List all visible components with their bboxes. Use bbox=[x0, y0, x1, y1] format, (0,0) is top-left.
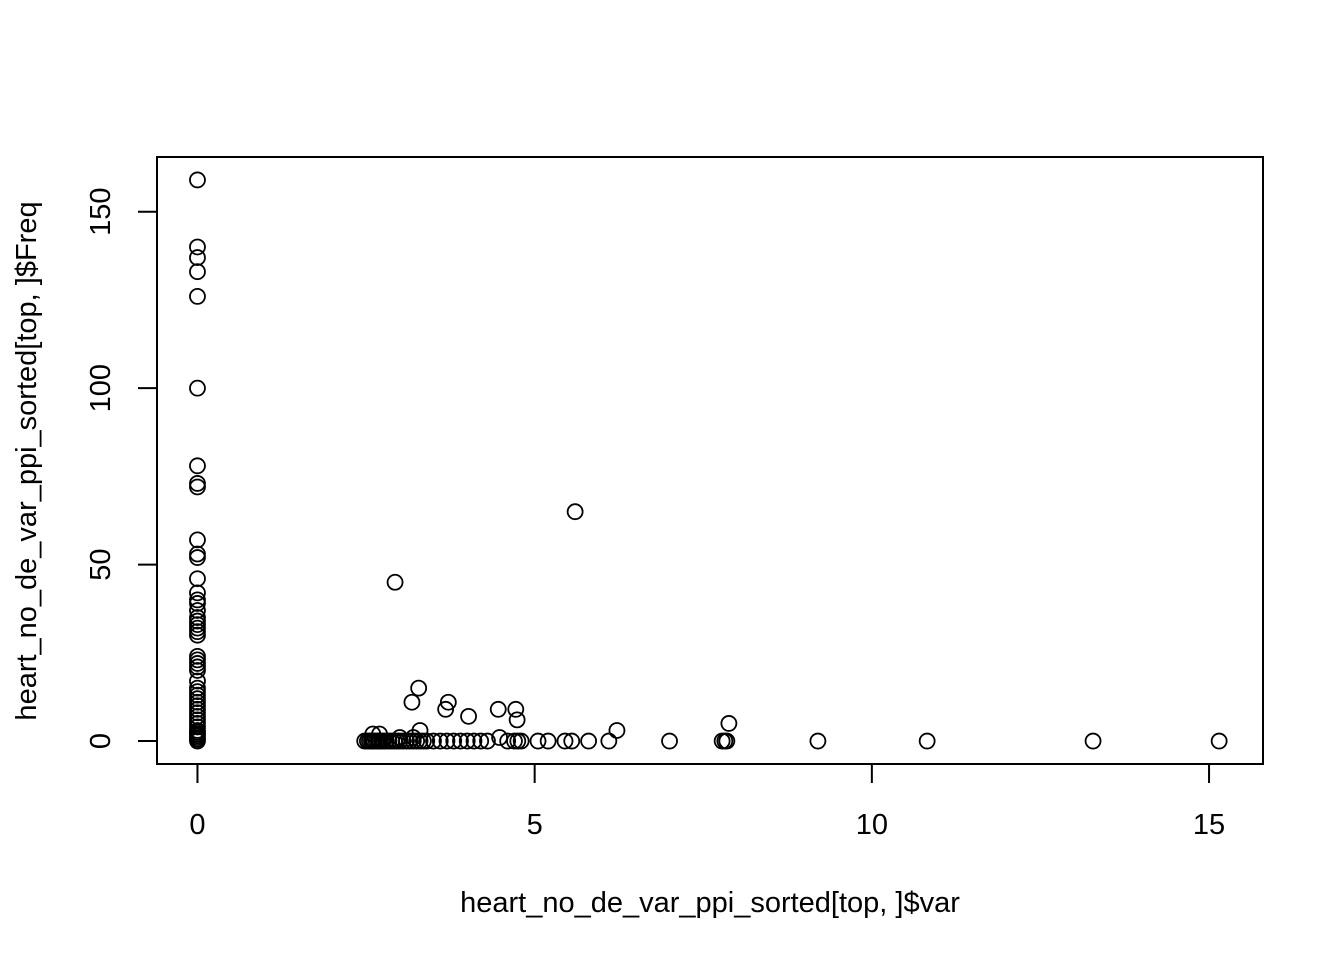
data-point bbox=[189, 626, 206, 644]
data-point bbox=[508, 711, 526, 729]
data-point bbox=[189, 662, 206, 679]
y-axis: 0 50 100 150 bbox=[85, 188, 158, 749]
data-point bbox=[1084, 732, 1102, 750]
data-point bbox=[189, 238, 206, 256]
data-point bbox=[189, 249, 206, 266]
data-point bbox=[566, 503, 584, 521]
y-axis-label: heart_no_de_var_ppi_sorted[top, ]$Freq bbox=[11, 201, 43, 720]
data-point bbox=[452, 732, 469, 750]
x-tick-label: 15 bbox=[1193, 809, 1225, 841]
data-point bbox=[458, 732, 476, 750]
data-point bbox=[563, 732, 581, 750]
data-point bbox=[580, 732, 598, 750]
data-points bbox=[189, 171, 1228, 750]
data-point bbox=[529, 732, 547, 750]
data-point bbox=[465, 732, 483, 750]
data-point bbox=[189, 531, 206, 549]
data-point bbox=[431, 732, 449, 750]
data-point bbox=[556, 732, 574, 750]
data-point bbox=[189, 379, 206, 397]
data-point bbox=[364, 725, 382, 743]
data-point bbox=[479, 732, 496, 750]
data-point bbox=[539, 732, 557, 750]
data-point bbox=[460, 707, 477, 725]
data-point bbox=[425, 732, 442, 750]
y-tick-label: 100 bbox=[85, 364, 117, 412]
data-point bbox=[608, 722, 626, 739]
x-tick-label: 5 bbox=[527, 809, 543, 841]
x-tick-label: 10 bbox=[856, 809, 888, 841]
data-point bbox=[411, 722, 429, 739]
data-point bbox=[391, 729, 409, 746]
x-axis: 0 5 10 15 bbox=[189, 763, 1225, 841]
data-point bbox=[809, 732, 827, 750]
data-point bbox=[499, 732, 517, 750]
data-point bbox=[438, 732, 456, 750]
data-point bbox=[437, 700, 455, 718]
data-point bbox=[507, 700, 525, 718]
data-point bbox=[445, 732, 463, 750]
data-point bbox=[512, 732, 530, 750]
x-tick-label: 0 bbox=[189, 809, 205, 841]
data-point bbox=[189, 584, 206, 602]
x-axis-label: heart_no_de_var_ppi_sorted[top, ]$var bbox=[460, 887, 960, 919]
y-tick-label: 50 bbox=[85, 548, 117, 580]
data-point bbox=[600, 732, 618, 750]
data-point bbox=[439, 693, 457, 711]
data-point bbox=[718, 732, 736, 750]
data-point bbox=[189, 475, 206, 492]
data-point bbox=[489, 700, 507, 718]
data-point bbox=[371, 725, 388, 743]
data-point bbox=[189, 287, 206, 305]
data-point bbox=[189, 478, 206, 496]
data-point bbox=[491, 729, 508, 746]
data-point bbox=[509, 732, 527, 750]
data-point bbox=[403, 693, 421, 711]
data-point bbox=[472, 732, 490, 750]
data-point bbox=[189, 570, 206, 588]
data-point bbox=[410, 679, 428, 697]
y-tick-label: 150 bbox=[85, 188, 117, 236]
data-point bbox=[189, 457, 206, 475]
plot-frame bbox=[156, 156, 1264, 765]
data-point bbox=[918, 732, 936, 750]
data-point bbox=[189, 549, 206, 566]
data-point bbox=[1210, 732, 1228, 750]
data-point bbox=[189, 732, 206, 750]
data-point bbox=[189, 171, 206, 189]
data-point bbox=[189, 263, 206, 281]
data-point bbox=[661, 732, 678, 750]
data-point bbox=[189, 545, 206, 563]
y-tick-label: 0 bbox=[85, 733, 117, 749]
data-point bbox=[720, 715, 738, 732]
data-point bbox=[386, 573, 404, 591]
